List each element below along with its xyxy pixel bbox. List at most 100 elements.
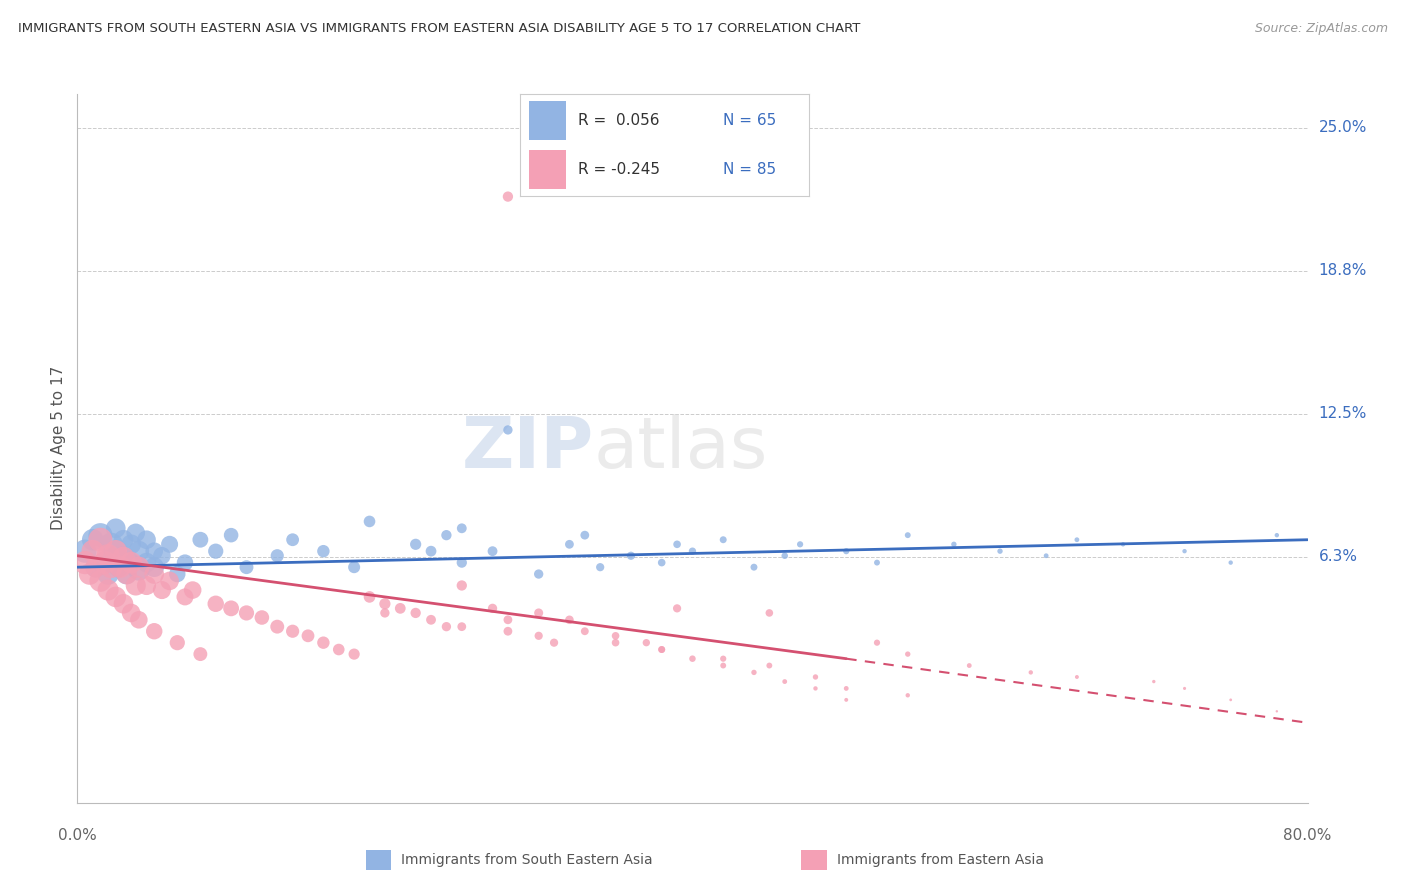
Text: 80.0%: 80.0% <box>1284 828 1331 843</box>
Point <box>1265 528 1288 542</box>
Point <box>389 601 412 615</box>
Point <box>636 635 658 649</box>
Point <box>104 544 127 558</box>
Point <box>174 590 197 604</box>
Point <box>188 647 212 661</box>
Point <box>219 528 242 542</box>
Point <box>100 537 122 551</box>
Point <box>84 560 107 574</box>
Text: 0.0%: 0.0% <box>58 828 97 843</box>
Point <box>496 189 519 203</box>
Point <box>219 601 242 615</box>
Point <box>988 544 1011 558</box>
Point <box>527 629 550 643</box>
Point <box>89 574 111 588</box>
Point <box>543 635 565 649</box>
Point <box>1019 665 1042 680</box>
Point <box>835 681 858 696</box>
Point <box>450 620 472 634</box>
Point <box>496 624 519 639</box>
Point <box>110 560 132 574</box>
Point <box>135 578 157 592</box>
Point <box>89 533 111 547</box>
Text: ZIP: ZIP <box>461 414 595 483</box>
Text: 12.5%: 12.5% <box>1319 407 1367 421</box>
Point <box>405 537 427 551</box>
Point <box>866 635 889 649</box>
Point <box>104 590 127 604</box>
Point <box>73 544 96 558</box>
Point <box>174 556 197 570</box>
Point <box>496 423 519 437</box>
Point <box>711 658 734 673</box>
Point <box>94 556 117 570</box>
Point <box>897 528 920 542</box>
Point <box>343 560 366 574</box>
Point <box>620 549 643 563</box>
Point <box>297 629 319 643</box>
Point <box>558 613 581 627</box>
Point <box>235 606 257 620</box>
Point <box>204 544 226 558</box>
Point <box>1219 693 1241 707</box>
Point <box>450 578 472 592</box>
Point <box>204 597 226 611</box>
Point <box>758 606 780 620</box>
Point <box>711 651 734 665</box>
Point <box>804 670 827 684</box>
Point <box>651 642 673 657</box>
Point <box>420 613 443 627</box>
Point <box>682 651 704 665</box>
Point <box>104 521 127 535</box>
Point <box>789 537 811 551</box>
Point <box>957 658 980 673</box>
Point <box>359 515 381 529</box>
Point <box>605 629 627 643</box>
Point <box>773 549 796 563</box>
Text: atlas: atlas <box>595 414 769 483</box>
Point <box>374 597 396 611</box>
Point <box>266 549 288 563</box>
Text: 18.8%: 18.8% <box>1319 263 1367 278</box>
Point <box>115 567 138 582</box>
Point <box>558 537 581 551</box>
Point <box>312 544 335 558</box>
Point <box>897 647 920 661</box>
Point <box>589 560 612 574</box>
Point <box>82 544 104 558</box>
Text: N = 85: N = 85 <box>723 162 776 178</box>
Point <box>574 624 596 639</box>
Point <box>450 521 472 535</box>
Point <box>112 551 135 566</box>
Point <box>711 533 734 547</box>
Point <box>651 642 673 657</box>
Point <box>73 556 96 570</box>
Point <box>150 583 173 598</box>
Point <box>188 533 212 547</box>
Point <box>100 560 122 574</box>
Point <box>1035 549 1057 563</box>
Point <box>125 525 148 540</box>
Point <box>181 583 204 598</box>
Point <box>436 528 458 542</box>
Point <box>79 567 101 582</box>
Point <box>605 635 627 649</box>
Bar <box>529 150 567 189</box>
Point <box>112 551 135 566</box>
Point <box>94 556 117 570</box>
Point <box>1143 674 1166 689</box>
Point <box>166 567 188 582</box>
Point <box>125 578 148 592</box>
Text: R = -0.245: R = -0.245 <box>578 162 659 178</box>
Point <box>143 560 166 574</box>
Point <box>108 560 131 574</box>
Point <box>250 610 273 624</box>
Point <box>682 544 704 558</box>
Text: Immigrants from Eastern Asia: Immigrants from Eastern Asia <box>837 853 1043 867</box>
Point <box>328 642 350 657</box>
Point <box>143 567 166 582</box>
Point <box>266 620 288 634</box>
Point <box>1219 556 1241 570</box>
Point <box>120 556 142 570</box>
Point <box>128 544 150 558</box>
